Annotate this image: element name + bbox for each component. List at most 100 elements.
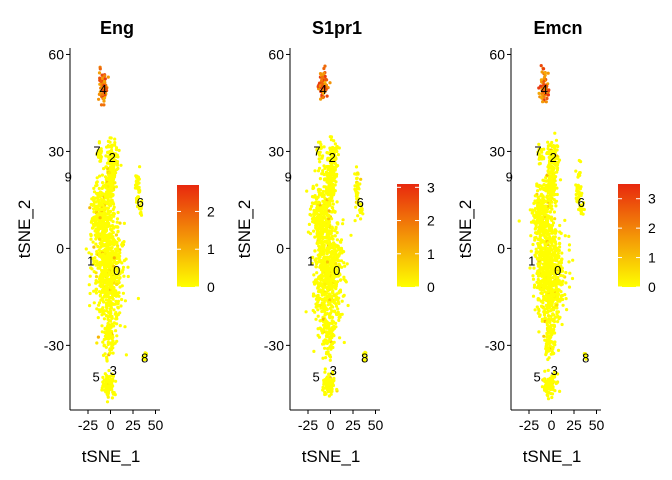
- data-point: [342, 293, 346, 297]
- data-point: [330, 290, 334, 294]
- data-point: [560, 251, 564, 255]
- y-tick-label: 60: [489, 46, 505, 62]
- data-point: [121, 265, 126, 269]
- data-point: [329, 378, 333, 383]
- data-point: [320, 232, 324, 236]
- data-point: [364, 355, 368, 360]
- data-point: [119, 163, 123, 167]
- data-point: [539, 283, 543, 287]
- data-point: [333, 142, 337, 146]
- cluster-label: 9: [506, 169, 513, 184]
- data-point: [552, 177, 556, 181]
- data-point: [554, 204, 558, 208]
- data-point: [323, 378, 327, 382]
- data-point: [322, 382, 326, 386]
- data-point: [100, 234, 104, 238]
- data-point: [533, 283, 537, 287]
- data-point: [583, 353, 588, 357]
- data-point: [556, 320, 560, 324]
- data-point: [546, 276, 551, 280]
- data-point: [110, 344, 114, 348]
- data-point: [105, 400, 110, 404]
- data-point: [326, 234, 330, 238]
- data-point: [315, 262, 319, 266]
- data-point: [584, 356, 588, 360]
- data-point: [101, 340, 105, 344]
- data-point: [542, 220, 546, 225]
- data-point: [359, 202, 363, 206]
- data-point: [575, 187, 579, 191]
- data-point: [336, 307, 340, 311]
- data-point: [313, 235, 317, 239]
- data-point: [356, 214, 360, 218]
- data-point: [100, 73, 104, 77]
- data-point: [101, 228, 105, 232]
- data-point: [342, 277, 346, 281]
- data-point: [550, 333, 554, 337]
- data-point: [557, 292, 561, 296]
- data-point: [110, 145, 114, 149]
- data-point: [138, 205, 142, 209]
- data-point: [549, 382, 553, 386]
- data-point: [106, 392, 110, 396]
- data-point: [97, 301, 102, 305]
- data-point: [555, 186, 559, 190]
- data-point: [328, 355, 333, 359]
- data-point: [114, 329, 118, 333]
- data-point: [555, 256, 559, 260]
- data-point: [140, 199, 144, 203]
- data-point: [108, 136, 112, 140]
- data-point: [552, 173, 556, 177]
- data-point: [574, 196, 578, 201]
- data-point: [552, 317, 556, 321]
- data-point: [533, 199, 537, 203]
- data-point: [546, 347, 551, 351]
- data-point: [104, 246, 109, 251]
- data-point: [321, 169, 325, 173]
- data-point: [143, 354, 147, 358]
- data-point: [329, 311, 333, 315]
- data-point: [326, 350, 330, 354]
- legend-tick-label: 1: [207, 241, 215, 257]
- data-point: [107, 233, 111, 237]
- data-point: [323, 85, 327, 89]
- data-point: [343, 264, 347, 268]
- data-point: [552, 210, 557, 214]
- data-point: [106, 384, 110, 388]
- data-point: [339, 278, 343, 282]
- data-point: [577, 158, 581, 163]
- legend-tick-label: 2: [427, 213, 435, 229]
- data-point: [318, 223, 323, 227]
- data-point: [578, 197, 582, 201]
- data-point: [555, 303, 559, 308]
- data-point: [330, 335, 334, 339]
- data-point: [109, 218, 113, 222]
- data-point: [539, 240, 543, 245]
- data-point: [310, 204, 314, 208]
- x-tick-label: 50: [589, 417, 605, 433]
- data-point: [109, 227, 113, 231]
- data-point: [330, 309, 334, 313]
- data-point: [556, 372, 560, 376]
- data-point: [328, 298, 332, 302]
- x-tick-label: -25: [78, 417, 98, 433]
- data-point: [126, 274, 130, 279]
- cluster-label: 2: [329, 150, 336, 165]
- data-point: [338, 272, 342, 277]
- data-point: [550, 231, 554, 235]
- data-point: [552, 308, 556, 312]
- data-point: [324, 263, 328, 267]
- data-point: [354, 193, 359, 197]
- legend-tick-label: 1: [648, 250, 656, 266]
- data-point: [332, 189, 336, 193]
- data-point: [548, 210, 552, 214]
- data-point: [542, 225, 546, 229]
- data-point: [104, 298, 108, 302]
- data-point: [554, 297, 558, 301]
- data-point: [546, 397, 551, 401]
- data-point: [545, 210, 549, 214]
- data-point: [330, 383, 334, 387]
- data-point: [544, 236, 548, 240]
- data-point: [317, 187, 321, 191]
- data-point: [349, 233, 353, 237]
